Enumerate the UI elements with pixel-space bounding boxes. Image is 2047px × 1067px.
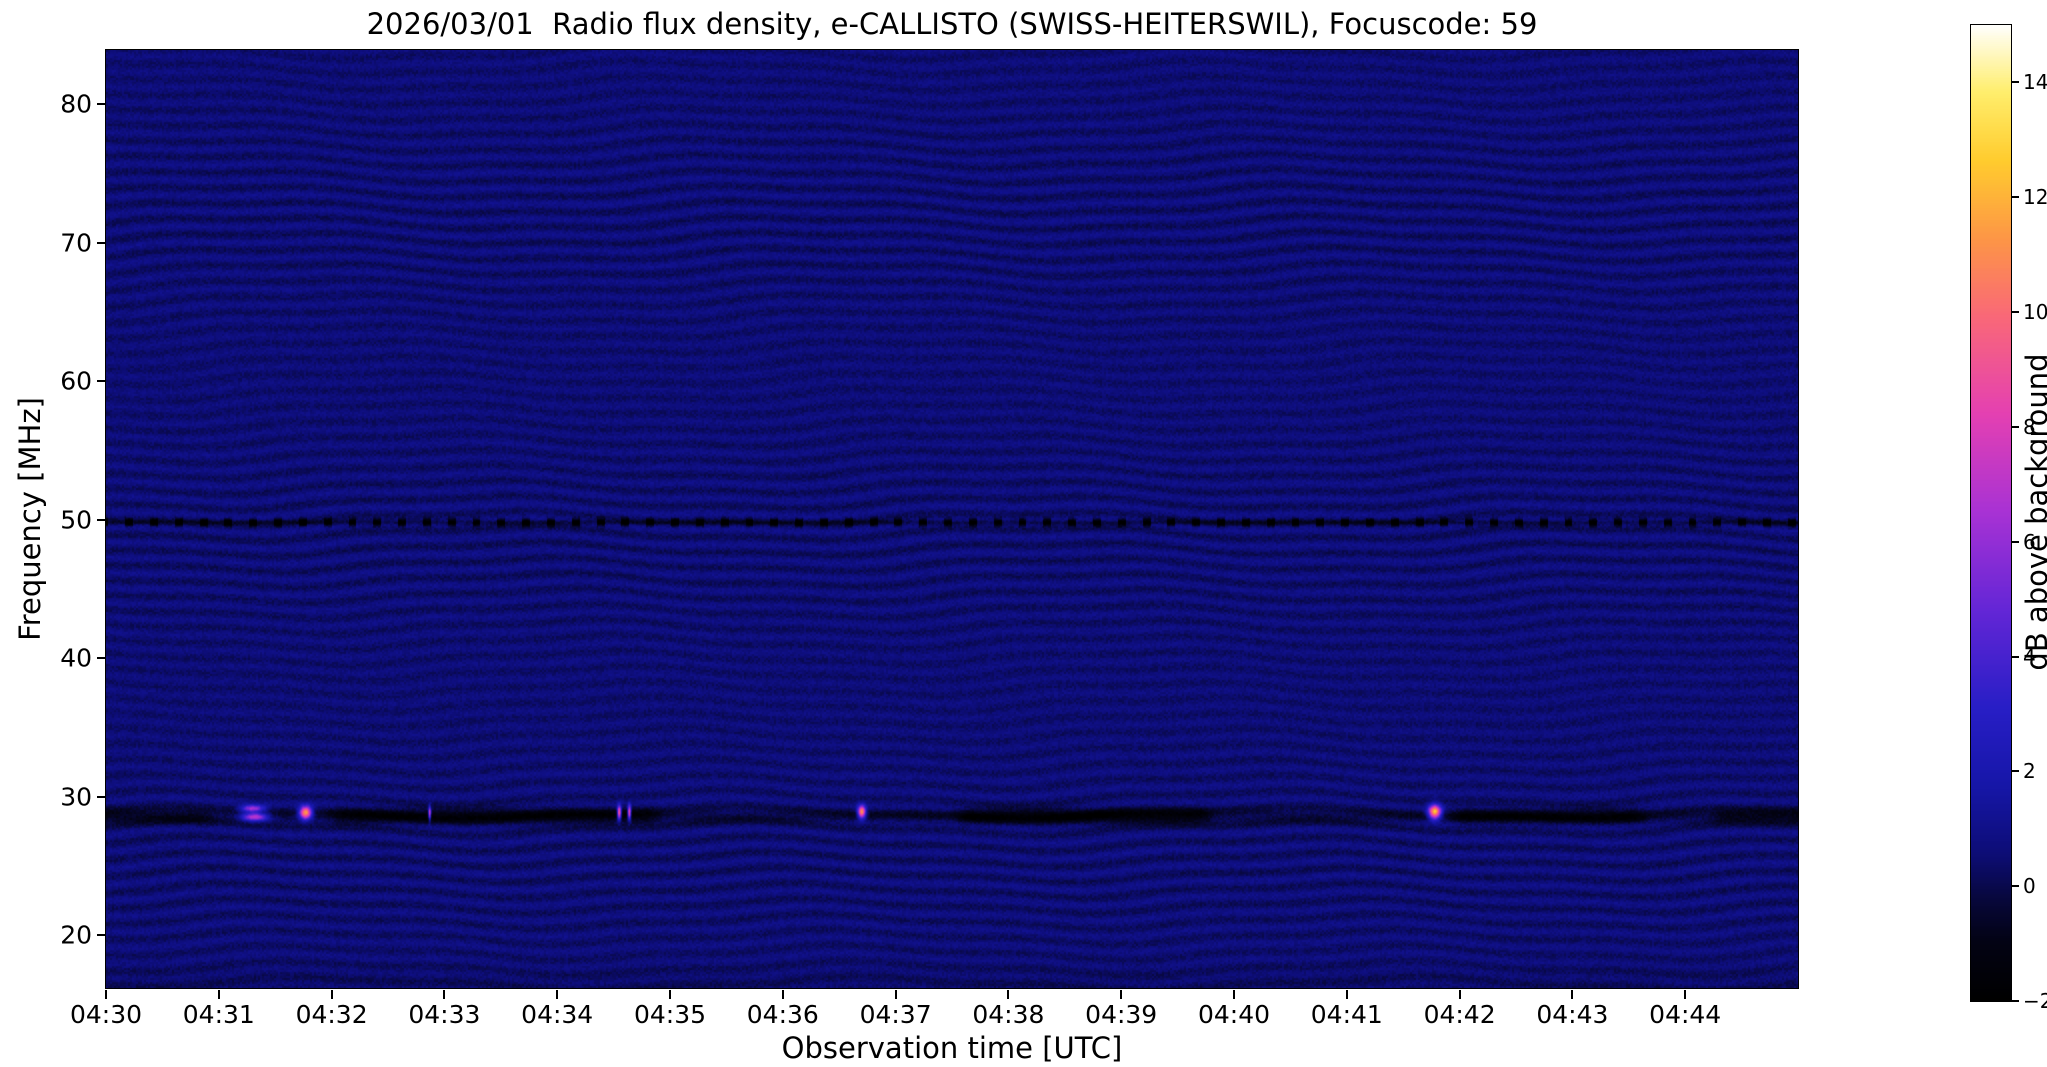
- x-tick-label: 04:31: [182, 1000, 255, 1029]
- y-tick-label: 70: [60, 228, 92, 258]
- y-tick-label: 50: [60, 505, 92, 535]
- colorbar-tick-mark: [2012, 540, 2019, 543]
- x-tick-mark: [1684, 990, 1687, 999]
- colorbar-tick-mark: [2012, 311, 2019, 314]
- x-tick-label: 04:38: [972, 1000, 1045, 1029]
- x-tick-label: 04:36: [746, 1000, 819, 1029]
- x-tick-mark: [1120, 990, 1123, 999]
- x-tick-label: 04:43: [1536, 1000, 1609, 1029]
- colorbar-tick-label: 2: [2023, 759, 2036, 784]
- y-tick-mark: [97, 241, 106, 244]
- x-tick-mark: [669, 990, 671, 999]
- y-axis-label: Frequency [MHz]: [13, 397, 47, 641]
- colorbar-tick-label: 6: [2023, 529, 2036, 554]
- x-tick-mark: [217, 990, 220, 999]
- y-tick-mark: [97, 657, 106, 660]
- x-tick-mark: [330, 990, 333, 999]
- y-tick-label: 30: [60, 782, 92, 812]
- colorbar-tick-mark: [2012, 196, 2019, 199]
- x-tick-mark: [1233, 990, 1235, 999]
- x-tick-mark: [894, 990, 897, 999]
- x-tick-label: 04:34: [521, 1000, 594, 1029]
- colorbar-tick-mark: [2012, 425, 2019, 428]
- colorbar-tick-label: 8: [2023, 414, 2036, 439]
- x-tick-label: 04:37: [859, 1000, 932, 1029]
- colorbar-tick-label: 10: [2023, 300, 2047, 325]
- colorbar-tick-mark: [2012, 770, 2019, 773]
- x-tick-label: 04:33: [408, 1000, 481, 1029]
- colorbar-tick-label: 0: [2023, 874, 2036, 899]
- x-tick-label: 04:32: [295, 1000, 368, 1029]
- colorbar-tick-label: 12: [2023, 185, 2047, 210]
- colorbar-gradient: [1971, 25, 2011, 1001]
- x-tick-label: 04:40: [1197, 1000, 1271, 1029]
- x-tick-label: 04:42: [1423, 1000, 1496, 1029]
- colorbar-tick-mark: [2012, 81, 2019, 84]
- x-axis-label: Observation time [UTC]: [781, 1031, 1123, 1065]
- x-tick-mark: [556, 990, 559, 999]
- y-tick-label: 60: [60, 366, 92, 396]
- x-tick-label: 04:30: [69, 1000, 143, 1029]
- x-tick-mark: [1458, 990, 1461, 999]
- y-tick-mark: [97, 380, 106, 383]
- x-tick-mark: [443, 990, 446, 999]
- colorbar-tick-label: −2: [2023, 989, 2047, 1013]
- x-tick-label: 04:35: [633, 1000, 707, 1029]
- y-tick-label: 80: [60, 89, 92, 119]
- x-tick-mark: [781, 990, 784, 999]
- x-tick-mark: [105, 990, 107, 999]
- chart-title: 2026/03/01 Radio flux density, e-CALLIST…: [366, 7, 1538, 41]
- x-tick-mark: [1007, 990, 1010, 999]
- colorbar-tick-mark: [2012, 1000, 2019, 1002]
- x-tick-label: 04:44: [1649, 1000, 1722, 1029]
- y-tick-label: 40: [60, 643, 92, 673]
- colorbar-tick-mark: [2012, 885, 2019, 888]
- colorbar-label: dB above background: [2020, 353, 2047, 671]
- colorbar: [1970, 24, 2012, 1002]
- colorbar-tick-label: 14: [2023, 70, 2047, 95]
- y-tick-mark: [97, 934, 106, 937]
- x-tick-mark: [1345, 990, 1348, 999]
- y-tick-mark: [97, 103, 106, 106]
- x-tick-label: 04:41: [1310, 1000, 1383, 1029]
- y-tick-mark: [97, 518, 106, 521]
- colorbar-tick-mark: [2012, 655, 2019, 658]
- y-tick-label: 20: [60, 920, 92, 950]
- y-tick-mark: [97, 795, 106, 798]
- plot-area: [105, 49, 1799, 989]
- spectrogram-heatmap: [106, 50, 1798, 988]
- x-tick-mark: [1571, 990, 1574, 999]
- x-tick-label: 04:39: [1085, 1000, 1158, 1029]
- colorbar-tick-label: 4: [2023, 644, 2036, 669]
